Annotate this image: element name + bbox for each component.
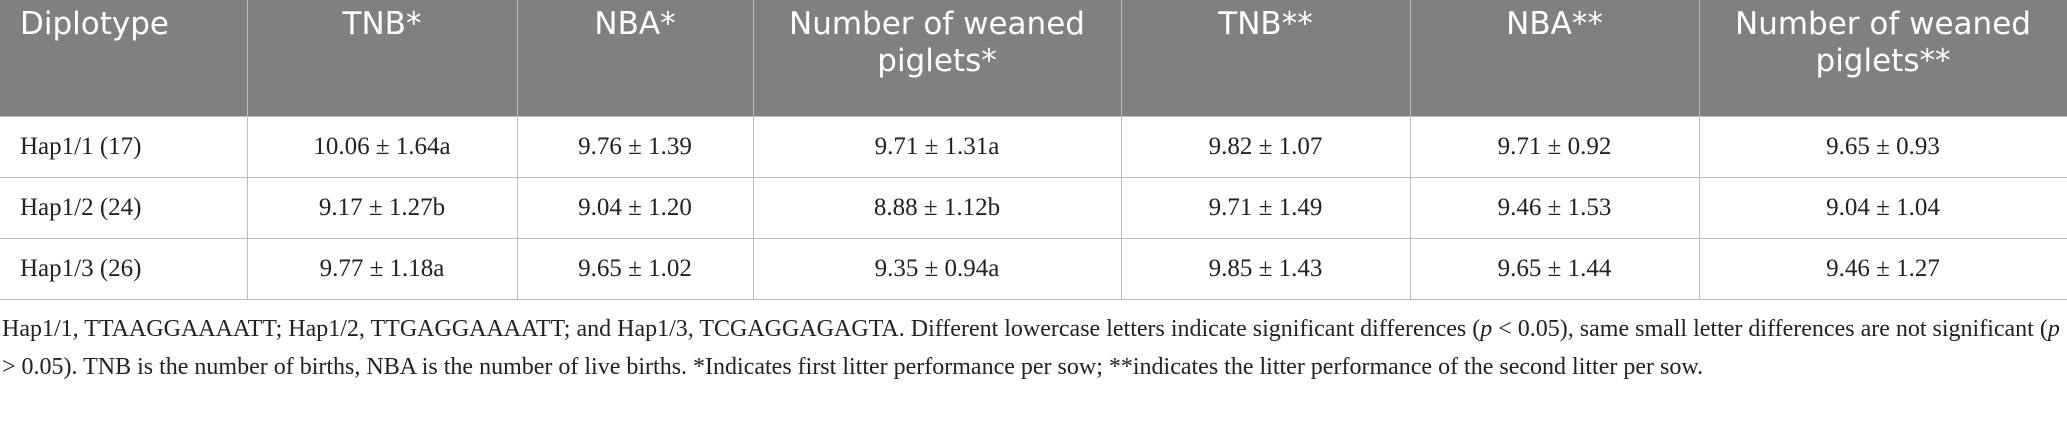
- data-cell: 9.77 ± 1.18a: [247, 238, 518, 300]
- data-cell: 9.76 ± 1.39: [517, 115, 754, 178]
- data-cell: 9.82 ± 1.07: [1121, 115, 1411, 178]
- data-cell: 9.71 ± 1.31a: [753, 115, 1122, 178]
- header-cell: NBA**: [1410, 0, 1700, 116]
- data-table: Diplotype TNB* NBA* Number of weaned piglet…: [0, 0, 2067, 300]
- header-cell: TNB**: [1121, 0, 1411, 116]
- data-cell: 10.06 ± 1.64a: [247, 115, 518, 178]
- footnote: Hap1/1, TTAAGGAAAATT; Hap1/2, TTGAGGAAAA…: [0, 310, 2067, 386]
- data-cell: 8.88 ± 1.12b: [753, 177, 1122, 239]
- header-cell: Number of weaned piglets*: [753, 0, 1122, 116]
- row-label: Hap1/1 (17): [0, 115, 248, 178]
- header-cell: Number of weaned piglets**: [1699, 0, 2067, 116]
- data-cell: 9.46 ± 1.27: [1699, 238, 2067, 300]
- table-row: Hap1/2 (24) 9.17 ± 1.27b 9.04 ± 1.20 8.88 ±…: [0, 177, 2067, 239]
- data-cell: 9.71 ± 1.49: [1121, 177, 1411, 239]
- data-cell: 9.65 ± 0.93: [1699, 115, 2067, 178]
- footnote-italic: p: [2047, 315, 2060, 342]
- footnote-text: > 0.05). TNB is the number of births, NB…: [2, 353, 1704, 380]
- footnote-italic: p: [1480, 315, 1493, 342]
- data-cell: 9.65 ± 1.44: [1410, 238, 1700, 300]
- row-label: Hap1/2 (24): [0, 177, 248, 239]
- data-cell: 9.17 ± 1.27b: [247, 177, 518, 239]
- data-cell: 9.35 ± 0.94a: [753, 238, 1122, 300]
- header-cell: NBA*: [517, 0, 754, 116]
- data-cell: 9.85 ± 1.43: [1121, 238, 1411, 300]
- header-cell: TNB*: [247, 0, 518, 116]
- row-label: Hap1/3 (26): [0, 238, 248, 300]
- data-cell: 9.71 ± 0.92: [1410, 115, 1700, 178]
- table-body: Hap1/1 (17) 10.06 ± 1.64a 9.76 ± 1.39 9.71 …: [0, 115, 2067, 300]
- data-cell: 9.46 ± 1.53: [1410, 177, 1700, 239]
- data-cell: 9.04 ± 1.20: [517, 177, 754, 239]
- data-cell: 9.04 ± 1.04: [1699, 177, 2067, 239]
- header-row: Diplotype TNB* NBA* Number of weaned piglet…: [0, 0, 2067, 116]
- header-cell: Diplotype: [0, 0, 248, 116]
- table-row: Hap1/1 (17) 10.06 ± 1.64a 9.76 ± 1.39 9.71 …: [0, 115, 2067, 178]
- footnote-text: Hap1/1, TTAAGGAAAATT; Hap1/2, TTGAGGAAAA…: [2, 315, 1481, 342]
- footnote-text: < 0.05), same small letter differences a…: [1492, 315, 2048, 342]
- data-cell: 9.65 ± 1.02: [517, 238, 754, 300]
- table-row: Hap1/3 (26) 9.77 ± 1.18a 9.65 ± 1.02 9.35 ±…: [0, 238, 2067, 300]
